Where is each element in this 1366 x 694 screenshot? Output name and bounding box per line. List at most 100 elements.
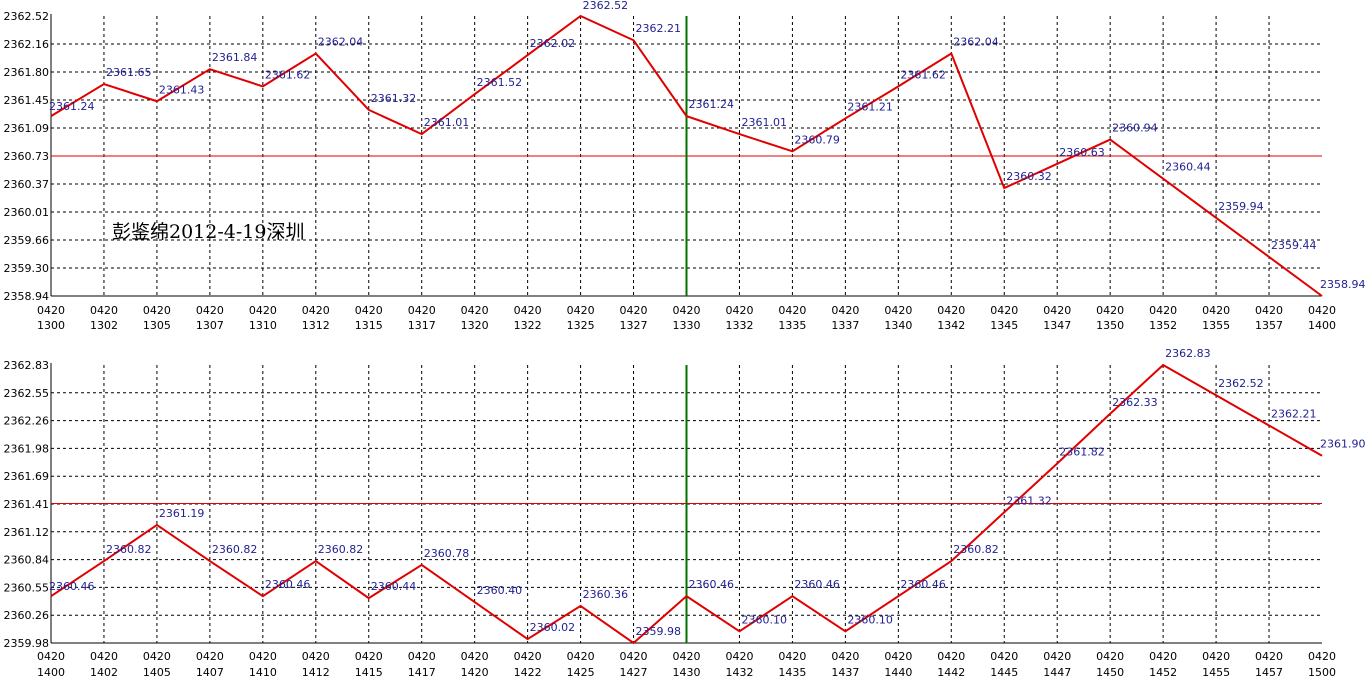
x-tick-label-date: 0420 [1149, 650, 1177, 663]
x-tick-label-date: 0420 [884, 650, 912, 663]
data-label: 2360.79 [794, 133, 840, 146]
y-tick-label: 2362.83 [4, 359, 50, 372]
x-tick-label-time: 1352 [1149, 319, 1177, 332]
data-label: 2362.33 [1112, 396, 1158, 409]
data-label: 2360.32 [1006, 170, 1052, 183]
x-tick-label-time: 1300 [37, 319, 65, 332]
x-tick-label-date: 0420 [778, 304, 806, 317]
x-tick-label-date: 0420 [143, 650, 171, 663]
x-tick-label-time: 1437 [831, 666, 859, 679]
y-tick-label: 2361.80 [4, 66, 50, 79]
x-tick-label-date: 0420 [37, 304, 65, 317]
data-label: 2360.40 [477, 584, 522, 597]
y-tick-label: 2359.30 [4, 262, 50, 275]
data-label: 2362.04 [318, 36, 364, 49]
data-label: 2358.94 [1320, 278, 1366, 291]
x-tick-label-time: 1357 [1255, 319, 1283, 332]
x-tick-label-time: 1410 [249, 666, 277, 679]
x-tick-label-time: 1332 [725, 319, 753, 332]
x-tick-label-date: 0420 [514, 650, 542, 663]
x-tick-label-time: 1345 [990, 319, 1018, 332]
y-tick-label: 2361.45 [4, 94, 50, 107]
data-label: 2361.19 [159, 507, 205, 520]
x-tick-label-time: 1400 [1308, 319, 1336, 332]
data-label: 2360.46 [265, 578, 311, 591]
x-tick-label-time: 1430 [673, 666, 701, 679]
x-tick-label-time: 1310 [249, 319, 277, 332]
y-tick-label: 2361.69 [4, 470, 50, 483]
x-tick-label-time: 1307 [196, 319, 224, 332]
x-tick-label-time: 1322 [514, 319, 542, 332]
data-label: 2361.32 [1006, 494, 1052, 507]
data-label: 2360.94 [1112, 122, 1158, 135]
x-tick-label-time: 1415 [355, 666, 383, 679]
y-tick-label: 2359.98 [4, 637, 50, 650]
chart-annotation: 彭鉴绵2012-4-19深圳 [112, 221, 304, 243]
x-tick-label-date: 0420 [1202, 304, 1230, 317]
x-tick-label-time: 1435 [778, 666, 806, 679]
data-label: 2360.44 [1165, 161, 1211, 174]
x-tick-label-time: 1432 [725, 666, 753, 679]
y-tick-label: 2359.66 [4, 234, 50, 247]
data-label: 2361.62 [265, 68, 311, 81]
x-tick-label-date: 0420 [1149, 304, 1177, 317]
x-tick-label-time: 1427 [620, 666, 648, 679]
x-tick-label-date: 0420 [408, 650, 436, 663]
data-label: 2362.04 [953, 36, 999, 49]
y-tick-label: 2361.98 [4, 442, 50, 455]
x-tick-label-date: 0420 [831, 304, 859, 317]
x-tick-label-date: 0420 [831, 650, 859, 663]
x-tick-label-date: 0420 [249, 650, 277, 663]
data-label: 2362.83 [1165, 347, 1211, 360]
x-tick-label-time: 1305 [143, 319, 171, 332]
data-label: 2359.98 [636, 625, 682, 638]
x-tick-label-time: 1337 [831, 319, 859, 332]
x-tick-label-time: 1425 [567, 666, 595, 679]
data-label: 2360.82 [212, 543, 258, 556]
x-tick-label-date: 0420 [990, 650, 1018, 663]
data-label: 2360.46 [689, 578, 735, 591]
x-tick-label-date: 0420 [1043, 304, 1071, 317]
data-label: 2361.43 [159, 83, 205, 96]
data-label: 2360.82 [318, 543, 364, 556]
x-tick-label-time: 1417 [408, 666, 436, 679]
x-tick-label-time: 1500 [1308, 666, 1336, 679]
x-tick-label-time: 1330 [673, 319, 701, 332]
x-tick-label-date: 0420 [567, 650, 595, 663]
y-tick-label: 2361.41 [4, 498, 50, 511]
y-tick-label: 2362.52 [4, 10, 50, 23]
data-label: 2360.44 [371, 580, 417, 593]
data-label: 2359.44 [1271, 239, 1317, 252]
x-tick-label-date: 0420 [514, 304, 542, 317]
x-tick-label-time: 1455 [1202, 666, 1230, 679]
x-tick-label-date: 0420 [1096, 304, 1124, 317]
x-tick-label-date: 0420 [673, 304, 701, 317]
data-label: 2361.52 [477, 76, 522, 89]
x-tick-label-time: 1315 [355, 319, 383, 332]
data-label: 2360.78 [424, 547, 470, 560]
x-tick-label-time: 1412 [302, 666, 330, 679]
x-tick-label-date: 0420 [937, 650, 965, 663]
data-label: 2361.01 [424, 116, 470, 129]
x-tick-label-date: 0420 [302, 304, 330, 317]
x-tick-label-date: 0420 [1202, 650, 1230, 663]
x-tick-label-date: 0420 [1255, 304, 1283, 317]
x-tick-label-time: 1440 [884, 666, 912, 679]
x-tick-label-time: 1347 [1043, 319, 1071, 332]
x-tick-label-date: 0420 [461, 650, 489, 663]
data-label: 2361.84 [212, 51, 258, 64]
x-tick-label-time: 1320 [461, 319, 489, 332]
data-label: 2361.65 [106, 66, 152, 79]
data-label: 2362.52 [583, 0, 629, 12]
series-line [50, 363, 1323, 645]
x-tick-label-date: 0420 [567, 304, 595, 317]
x-tick-label-time: 1420 [461, 666, 489, 679]
y-tick-label: 2360.73 [4, 150, 50, 163]
x-tick-label-time: 1335 [778, 319, 806, 332]
data-label: 2360.36 [583, 588, 629, 601]
y-tick-label: 2358.94 [4, 290, 50, 303]
data-label: 2361.24 [689, 98, 735, 111]
x-tick-label-date: 0420 [355, 650, 383, 663]
y-tick-label: 2362.16 [4, 38, 50, 51]
x-tick-label-date: 0420 [778, 650, 806, 663]
